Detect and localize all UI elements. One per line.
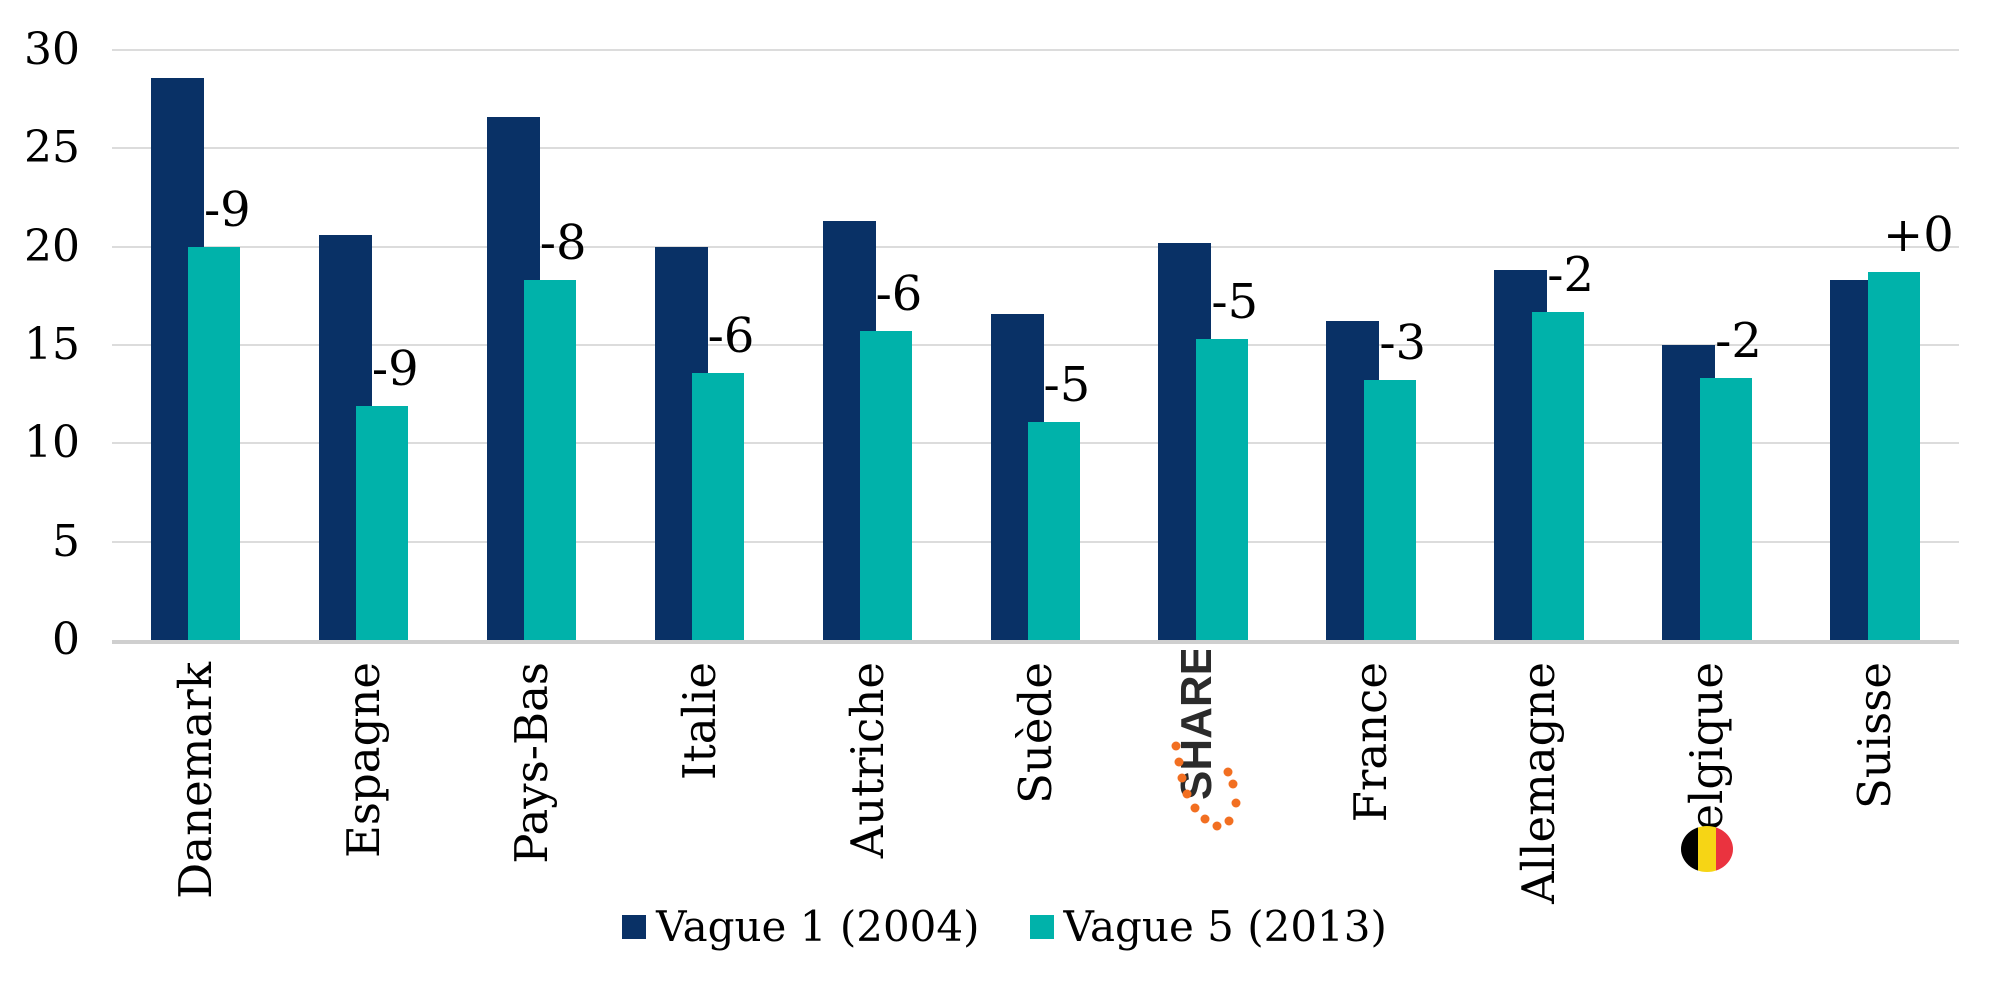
bar-difference-label: -9 bbox=[203, 181, 251, 238]
legend-label: Vague 1 (2004) bbox=[656, 902, 980, 951]
bar-difference-label: -2 bbox=[1547, 246, 1594, 303]
legend-item: Vague 5 (2013) bbox=[1029, 902, 1387, 951]
grid-line bbox=[112, 147, 1959, 150]
belgium-flag-stripe bbox=[1697, 826, 1717, 872]
bar-difference-label: -5 bbox=[1211, 274, 1259, 331]
belgium-flag-stripe bbox=[1681, 826, 1698, 872]
chart-legend: Vague 1 (2004) Vague 5 (2013) bbox=[0, 903, 2009, 951]
y-axis-tick-label: 0 bbox=[52, 614, 80, 665]
bar-vague5 bbox=[1363, 380, 1416, 640]
bar-vague5 bbox=[1195, 339, 1248, 640]
bar-vague5 bbox=[1028, 421, 1080, 640]
bar-vague5 bbox=[692, 372, 745, 640]
bar-vague5 bbox=[1867, 272, 1920, 640]
x-category-label: Italie bbox=[672, 662, 726, 781]
bar-difference-label: -3 bbox=[1379, 315, 1427, 372]
grid-line bbox=[112, 49, 1959, 51]
x-category-label: Suède bbox=[1008, 662, 1062, 804]
bar-difference-label: -9 bbox=[371, 340, 419, 397]
bar-difference-label: -5 bbox=[1043, 356, 1091, 413]
legend-swatch-icon bbox=[1029, 915, 1054, 939]
x-category-label: Suisse bbox=[1848, 662, 1902, 810]
bar-vague5 bbox=[524, 280, 577, 640]
y-axis-tick-label: 20 bbox=[24, 220, 80, 272]
x-category-label: Allemagne bbox=[1512, 662, 1566, 904]
x-category-label: Danemark bbox=[168, 662, 222, 899]
y-axis-tick-label: 5 bbox=[52, 515, 80, 567]
share-logo-icon: SHARE bbox=[1171, 646, 1241, 831]
x-category-label: France bbox=[1344, 662, 1398, 823]
x-category-label: Pays-Bas bbox=[504, 662, 558, 864]
bar-difference-label: +0 bbox=[1883, 207, 1954, 264]
bar-difference-label: -6 bbox=[875, 266, 923, 323]
share-logo: SHARE bbox=[1135, 646, 1275, 880]
bar-difference-label: -6 bbox=[707, 307, 755, 364]
y-axis-tick-label: 10 bbox=[24, 417, 80, 469]
legend-label: Vague 5 (2013) bbox=[1063, 902, 1387, 951]
x-category-label: Espagne bbox=[336, 662, 390, 858]
y-axis-tick-label: 15 bbox=[24, 319, 80, 370]
bar-vague5 bbox=[1699, 378, 1752, 640]
y-axis-tick-label: 30 bbox=[24, 24, 80, 75]
bar-vague5 bbox=[1531, 311, 1584, 640]
bar-vague5 bbox=[188, 246, 241, 640]
legend-swatch-icon bbox=[622, 915, 647, 939]
bar-vague5 bbox=[356, 405, 409, 640]
x-axis-line bbox=[112, 640, 1959, 644]
x-category-label: Autriche bbox=[840, 662, 894, 859]
belgium-flag-icon bbox=[1681, 826, 1734, 872]
grid-line bbox=[112, 245, 1959, 248]
bar-difference-label: -2 bbox=[1715, 313, 1762, 370]
bar-vague5 bbox=[860, 331, 913, 640]
bar-difference-label: -8 bbox=[539, 215, 587, 272]
y-axis-tick-label: 25 bbox=[24, 122, 80, 174]
belgium-flag-stripe bbox=[1716, 826, 1734, 872]
legend-item: Vague 1 (2004) bbox=[622, 902, 980, 951]
